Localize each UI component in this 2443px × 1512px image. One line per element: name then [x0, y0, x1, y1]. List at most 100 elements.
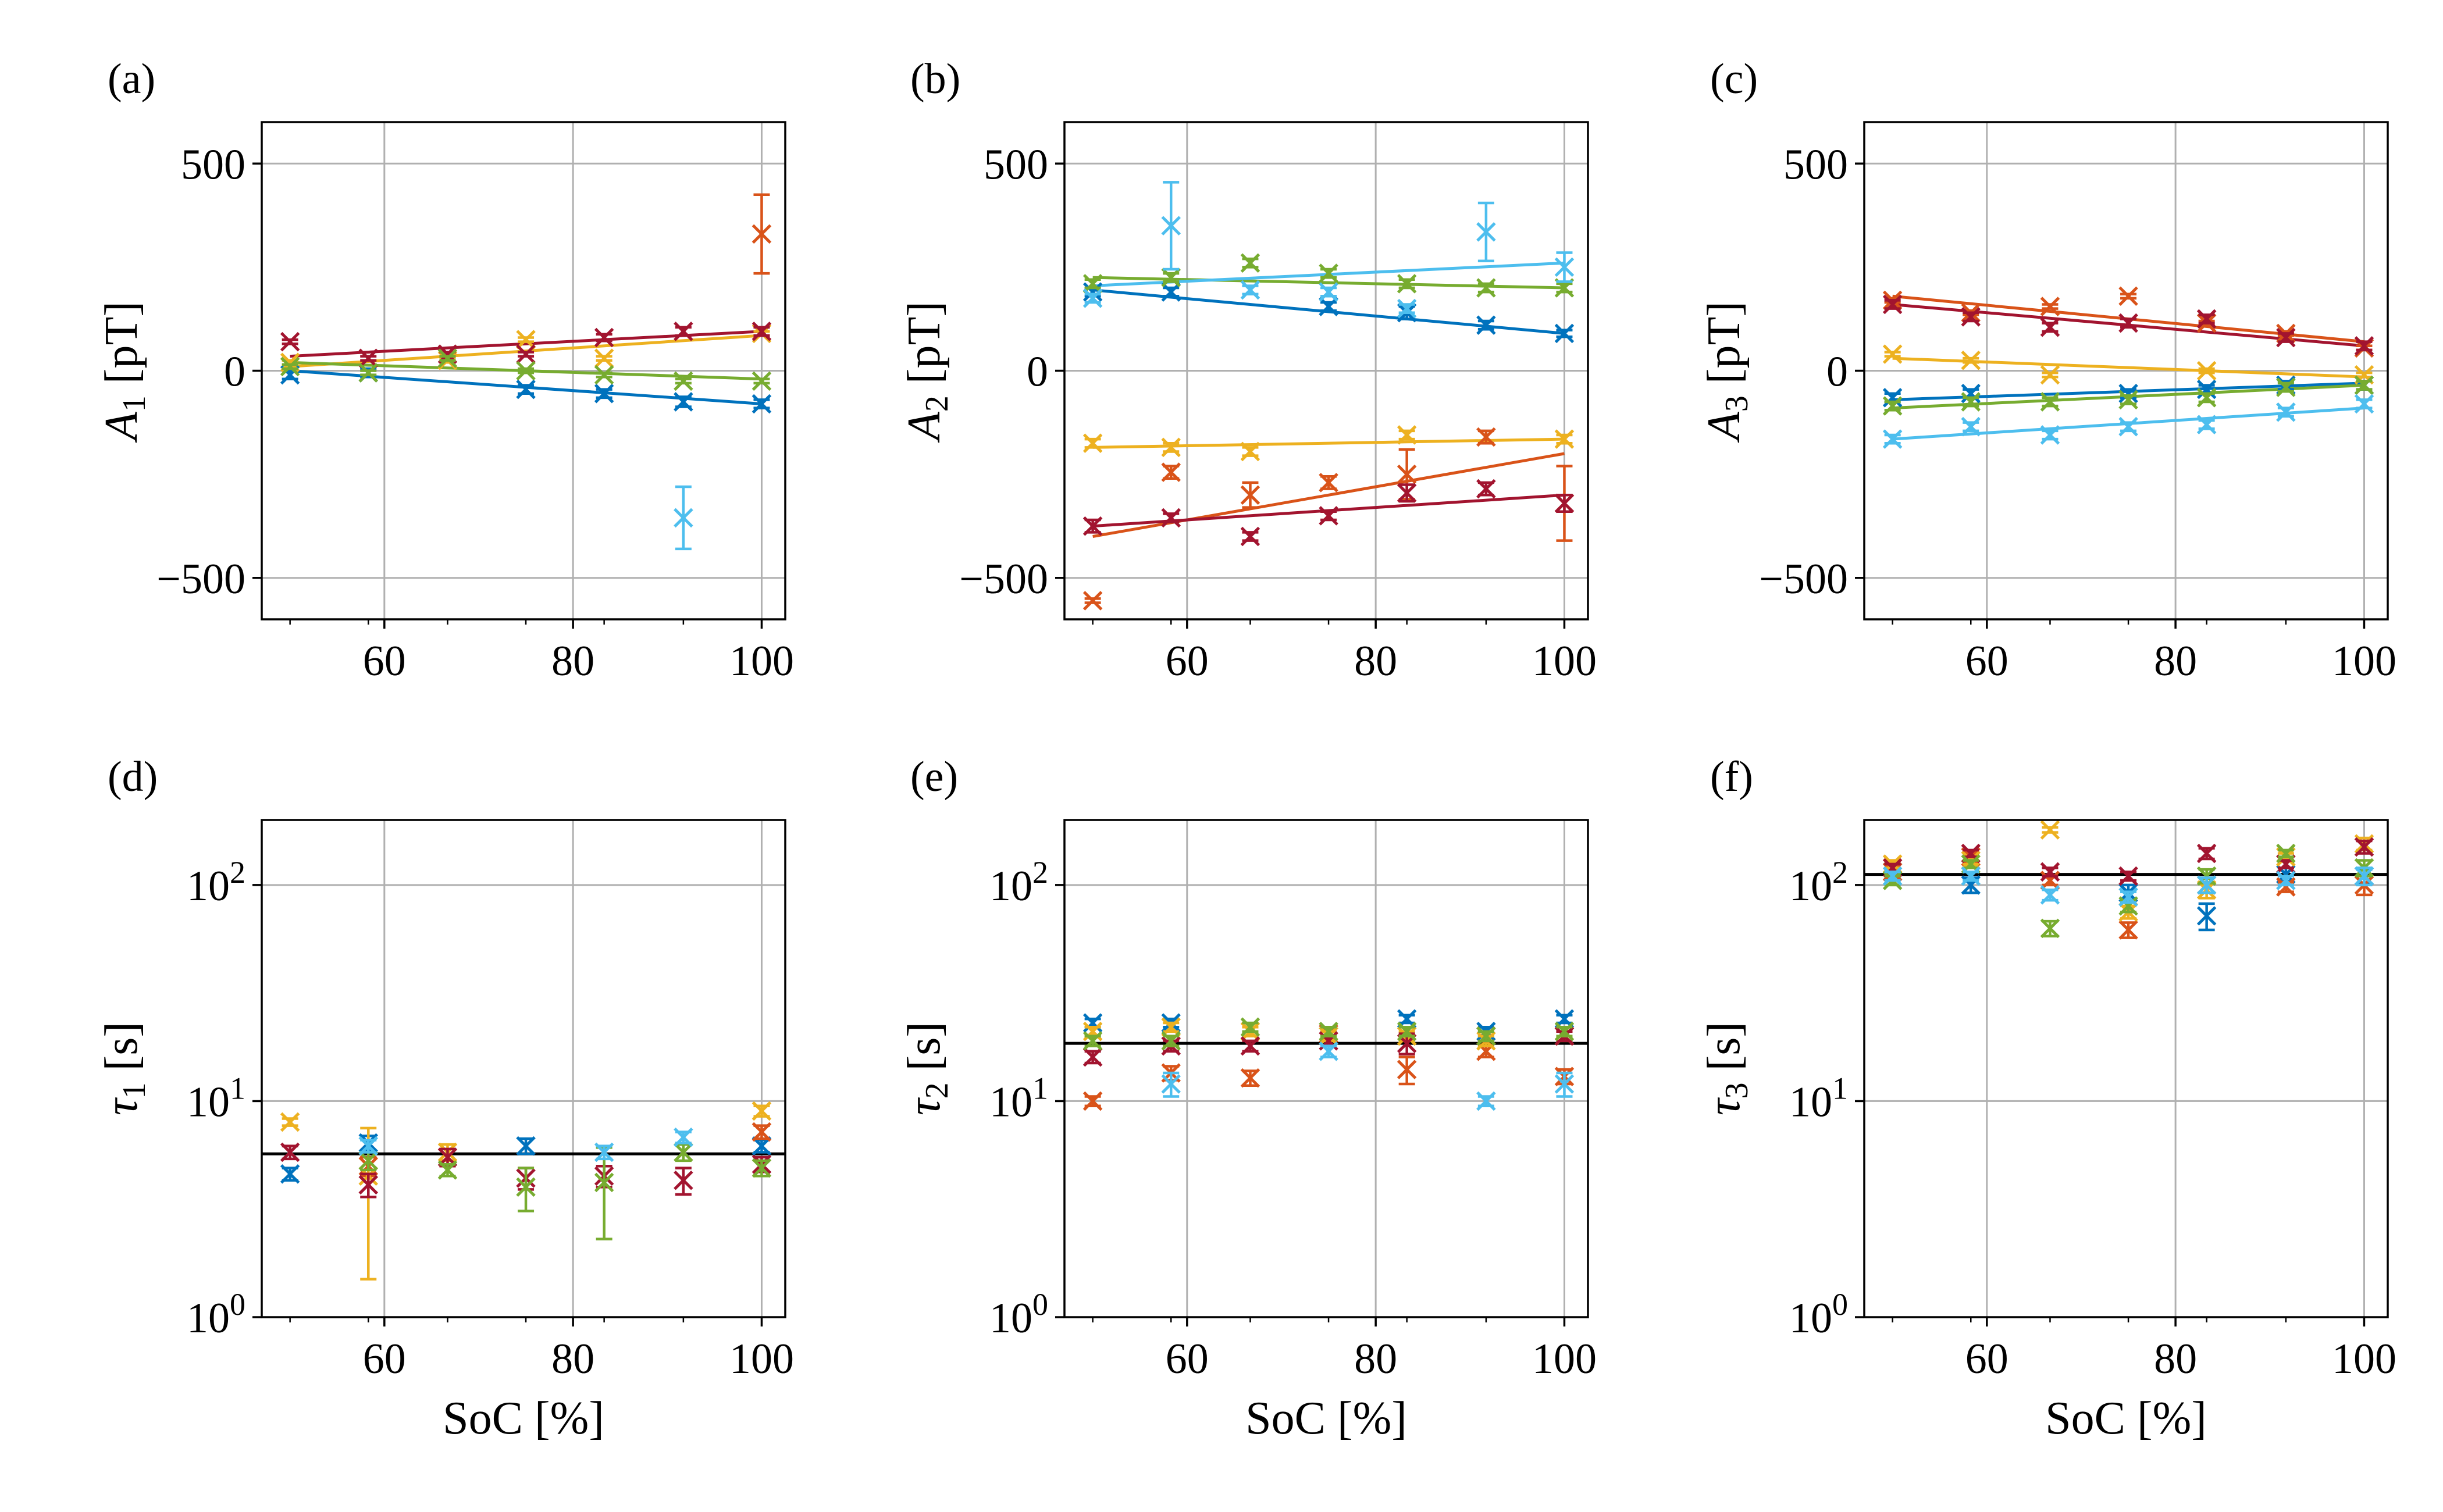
data-point-s2 [752, 224, 772, 244]
data-point-s4 [1240, 526, 1260, 547]
data-point-s6 [1319, 1042, 1338, 1061]
data-point-s5 [1082, 1031, 1103, 1051]
data-point-s4 [2040, 862, 2060, 882]
data-point-s5 [594, 365, 614, 385]
x-tick-label: 100 [729, 1335, 794, 1383]
data-point-s4 [2276, 327, 2296, 348]
data-point-s4 [674, 322, 693, 341]
data-point-s5 [1397, 1021, 1417, 1042]
data-point-s5 [1240, 253, 1260, 273]
y-tick-label: 500 [984, 141, 1048, 188]
data-point-s5 [1476, 1026, 1496, 1046]
x-tick-label: 60 [363, 1335, 406, 1383]
data-point-s1 [516, 379, 536, 400]
data-point-s3 [1397, 425, 1417, 445]
data-point-s1 [674, 392, 693, 412]
y-axis-title: A3 [pT] [1698, 301, 1755, 443]
y-tick-label: 101 [1789, 1071, 1848, 1126]
data-point-s4 [2196, 843, 2217, 864]
data-point-s5 [752, 1158, 772, 1178]
y-tick-label: 101 [989, 1071, 1048, 1126]
data-point-s5 [516, 1177, 536, 1197]
data-point-s6 [1240, 280, 1260, 300]
x-axis-title: SoC [%] [1245, 1393, 1407, 1444]
data-point-s6 [2040, 885, 2060, 905]
data-point-s5 [1319, 1021, 1338, 1042]
error-bar [518, 1167, 535, 1213]
y-axis-title: τ2 [s] [899, 1022, 955, 1115]
data-point-s5 [2354, 375, 2374, 395]
data-point-s2 [1476, 427, 1496, 447]
data-point-s4 [516, 344, 536, 364]
data-point-s3 [1554, 429, 1575, 449]
data-point-s6 [2118, 887, 2138, 907]
data-point-s6 [1554, 1074, 1575, 1094]
data-point-s2 [1319, 473, 1338, 493]
data-point-s4 [752, 322, 772, 341]
y-axis-title: τ3 [s] [1698, 1022, 1755, 1115]
data-point-s6 [2276, 871, 2296, 890]
y-tick-label: 102 [1789, 855, 1848, 910]
data-point-s2 [1082, 591, 1103, 611]
data-point-s3 [280, 1112, 300, 1132]
data-point-s4 [1240, 1036, 1260, 1056]
data-point-s5 [1319, 263, 1338, 283]
data-point-s6 [358, 1136, 379, 1156]
data-point-s5 [1240, 1017, 1260, 1037]
data-point-s5 [437, 348, 458, 368]
x-tick-label: 80 [551, 637, 594, 685]
y-tick-label: 500 [1783, 141, 1848, 188]
data-point-s5 [1082, 274, 1103, 294]
data-point-s1 [1554, 323, 1575, 344]
y-tick-label: 0 [224, 348, 245, 396]
data-point-s1 [280, 1164, 300, 1184]
axes-frame [1063, 819, 1589, 1318]
data-point-s5 [1554, 1021, 1575, 1042]
y-tick-label: 102 [187, 855, 245, 910]
data-point-s4 [594, 327, 614, 348]
data-point-s2 [2276, 877, 2296, 897]
data-point-s6 [1554, 257, 1575, 277]
y-tick-label: 100 [187, 1287, 245, 1342]
y-tick-label: 101 [187, 1071, 245, 1126]
data-point-s6 [2276, 402, 2296, 422]
data-point-s2 [2118, 286, 2138, 306]
data-point-s2 [2040, 297, 2060, 316]
data-point-s4 [2118, 866, 2138, 886]
data-point-s2 [1161, 462, 1181, 482]
data-point-s5 [437, 1160, 458, 1180]
data-point-s4 [1961, 307, 1981, 327]
data-point-s4 [2040, 317, 2060, 337]
data-point-s2 [1082, 1091, 1103, 1111]
x-tick-label: 100 [1532, 1335, 1597, 1383]
data-point-s6 [1476, 1091, 1496, 1111]
data-point-s6 [2040, 425, 2060, 445]
x-tick-label: 100 [2332, 1335, 2396, 1383]
data-point-s4 [1082, 1047, 1103, 1067]
data-point-s5 [752, 371, 772, 391]
x-tick-label: 60 [1166, 1335, 1209, 1383]
panel-a: 60 80 100 500 0 −500 A1 [pT] (a) [96, 55, 794, 685]
data-point-s5 [2040, 392, 2060, 412]
panel-label: (d) [108, 753, 158, 801]
data-point-s6 [1397, 298, 1417, 319]
x-tick-label: 100 [1532, 637, 1597, 685]
data-point-s5 [516, 361, 536, 381]
data-point-s5 [2118, 896, 2138, 916]
data-point-s1 [516, 1136, 536, 1156]
data-point-s4 [2354, 837, 2374, 857]
data-point-s3 [1161, 1017, 1181, 1037]
data-point-s6 [2196, 875, 2217, 895]
data-point-s3 [752, 1101, 772, 1121]
data-point-s5 [674, 371, 693, 391]
data-point-s5 [594, 1172, 614, 1193]
y-tick-label: −500 [1759, 555, 1848, 603]
data-point-s1 [1961, 383, 1981, 404]
data-point-s1 [1319, 297, 1338, 316]
panel-label: (f) [1710, 753, 1753, 801]
data-point-s6 [1161, 1074, 1181, 1094]
data-point-s6 [674, 508, 693, 528]
data-point-s1 [752, 394, 772, 414]
data-point-s2 [1240, 1068, 1260, 1088]
data-point-s3 [2196, 361, 2217, 381]
